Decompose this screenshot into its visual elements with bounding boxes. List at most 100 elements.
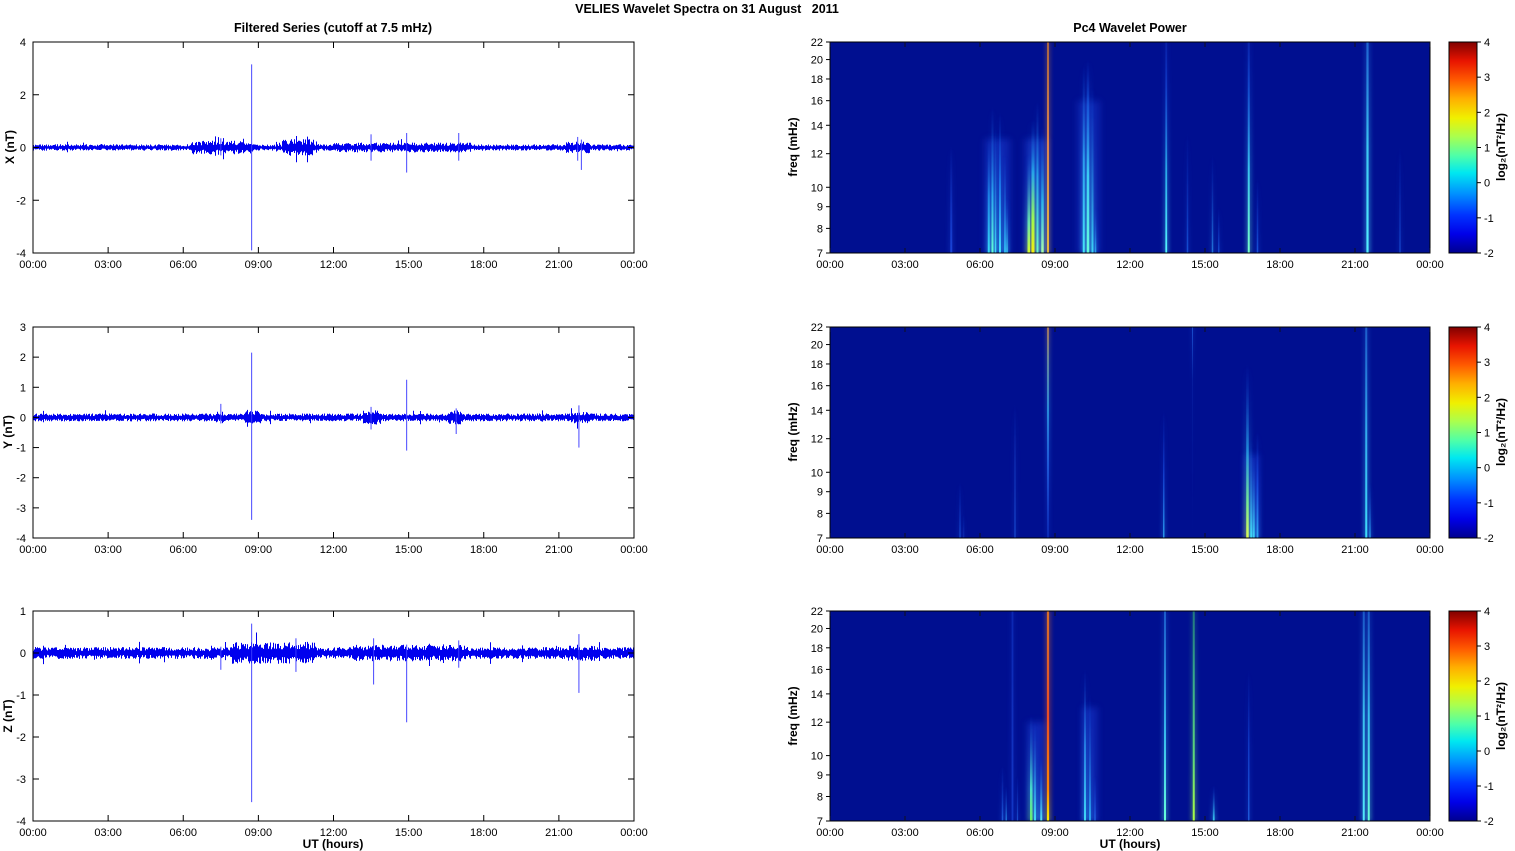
colorbar-tick-label: 1: [1484, 428, 1490, 440]
spectrogram-streak: [1011, 611, 1014, 821]
freq-tick-label: 14: [811, 689, 823, 701]
colorbar-tick-label: 2: [1484, 392, 1490, 404]
colorbar-tick-label: 2: [1484, 107, 1490, 119]
freq-tick-label: 7: [817, 248, 823, 260]
spectrogram-streak: [1041, 125, 1044, 253]
y-tick-label: 3: [20, 322, 26, 334]
freq-tick-label: 8: [817, 223, 823, 235]
freq-tick-label: 10: [811, 182, 823, 194]
x-tick-label: 00:00: [620, 259, 648, 271]
colorbar-tick-label: -1: [1484, 213, 1494, 225]
x-tick-label: 21:00: [545, 827, 573, 839]
spectrogram-streak: [1034, 722, 1036, 821]
x-tick-label: 12:00: [320, 827, 348, 839]
colorbar-tick-label: 0: [1484, 178, 1490, 190]
y-tick-label: -4: [16, 248, 26, 260]
spectrogram-content: [948, 42, 1403, 253]
spectrogram-streak: [991, 106, 994, 253]
x-tick-label: 15:00: [1191, 259, 1219, 271]
spectrogram-streak: [1369, 481, 1371, 538]
colorbar-tick-label: -2: [1484, 816, 1494, 828]
spectrogram-background: [830, 42, 1430, 253]
spectrogram-streak: [1001, 764, 1004, 821]
colorbar-tick-label: 3: [1484, 72, 1490, 84]
x-tick-label: 06:00: [966, 259, 994, 271]
spectrogram-streak: [1089, 693, 1091, 821]
spectrogram-streak: [1256, 178, 1259, 253]
colorbar-tick-label: 0: [1484, 463, 1490, 475]
y-tick-label: 4: [20, 37, 26, 49]
spectrogram-streak: [1163, 410, 1165, 538]
y-tick-label: 1: [20, 382, 26, 394]
x-tick-label: 09:00: [1041, 259, 1069, 271]
spectrogram-content: [957, 327, 1373, 538]
wavelet-power-title: Pc4 Wavelet Power: [1073, 21, 1187, 35]
spectrogram-streak: [1362, 611, 1365, 821]
x-tick-label: 06:00: [966, 544, 994, 556]
freq-tick-label: 7: [817, 533, 823, 545]
x-tick-label: 00:00: [19, 259, 47, 271]
x-tick-label: 09:00: [1041, 827, 1069, 839]
colorbar-tick-label: 4: [1484, 606, 1490, 618]
x-tick-label: 00:00: [620, 827, 648, 839]
spectrogram-streak: [1247, 42, 1250, 253]
spectrogram-streak: [1246, 363, 1249, 538]
x-tick-label: 00:00: [1416, 827, 1444, 839]
x-tick-label: 21:00: [545, 259, 573, 271]
freq-tick-label: 12: [811, 717, 823, 729]
x-tick-label: 06:00: [169, 827, 197, 839]
freq-tick-label: 10: [811, 751, 823, 763]
ut-hours-label-right: UT (hours): [1099, 837, 1161, 851]
spectrogram-streak: [1218, 206, 1220, 253]
x-tick-label: 06:00: [966, 827, 994, 839]
plot-background: [33, 611, 634, 821]
freq-tick-label: 20: [811, 623, 823, 635]
x-tick-label: 18:00: [1266, 544, 1294, 556]
spectrogram-streak: [1086, 59, 1090, 253]
spectrogram-streak: [999, 112, 1001, 253]
y-tick-label: -4: [16, 533, 26, 545]
y-tick-label: -2: [16, 195, 26, 207]
colorbar-tick-label: -1: [1484, 498, 1494, 510]
spectrogram-streak: [959, 481, 961, 538]
x-tick-label: 00:00: [1416, 259, 1444, 271]
colorbar-gradient: [1448, 610, 1478, 822]
freq-tick-label: 9: [817, 487, 823, 499]
spectrogram-streak: [1036, 100, 1039, 253]
colorbar-tick-label: 1: [1484, 711, 1490, 723]
y-tick-label: 0: [20, 143, 26, 155]
freq-tick-label: 9: [817, 202, 823, 214]
freq-tick-label: 14: [811, 405, 823, 417]
filtered-series-title: Filtered Series (cutoff at 7.5 mHz): [234, 21, 432, 35]
colorbar-tick-label: 2: [1484, 676, 1490, 688]
x-tick-label: 15:00: [1191, 544, 1219, 556]
freq-tick-label: 14: [811, 120, 823, 132]
x-tick-label: 21:00: [1341, 544, 1369, 556]
colorbar: 4 3 2 1 0 -1 -2: [1448, 322, 1494, 545]
x-tick-label: 00:00: [19, 827, 47, 839]
x-tick-label: 15:00: [395, 544, 423, 556]
x-tick-label: 03:00: [94, 827, 122, 839]
freq-tick-label: 22: [811, 37, 823, 49]
ut-hours-label-left: UT (hours): [302, 837, 364, 851]
y-tick-label: -1: [16, 443, 26, 455]
y-tick-label: 1: [20, 606, 26, 618]
y-tick-label: 0: [20, 412, 26, 424]
y-tick-label: -3: [16, 774, 26, 786]
freq-tick-label: 18: [811, 74, 823, 86]
x-tick-label: 12:00: [1116, 259, 1144, 271]
x-tick-label: 00:00: [19, 544, 47, 556]
freq-tick-label: 22: [811, 606, 823, 618]
spectrogram-streak: [1047, 42, 1049, 253]
spectrogram-background: [830, 327, 1430, 538]
freq-tick-label: 16: [811, 96, 823, 108]
x-tick-label: 03:00: [94, 259, 122, 271]
spectrogram-streak: [1014, 403, 1016, 538]
freq-tick-label: 16: [811, 381, 823, 393]
x-tick-label: 18:00: [470, 259, 498, 271]
x-tick-label: 12:00: [320, 259, 348, 271]
spectrogram-streak: [1252, 454, 1255, 538]
